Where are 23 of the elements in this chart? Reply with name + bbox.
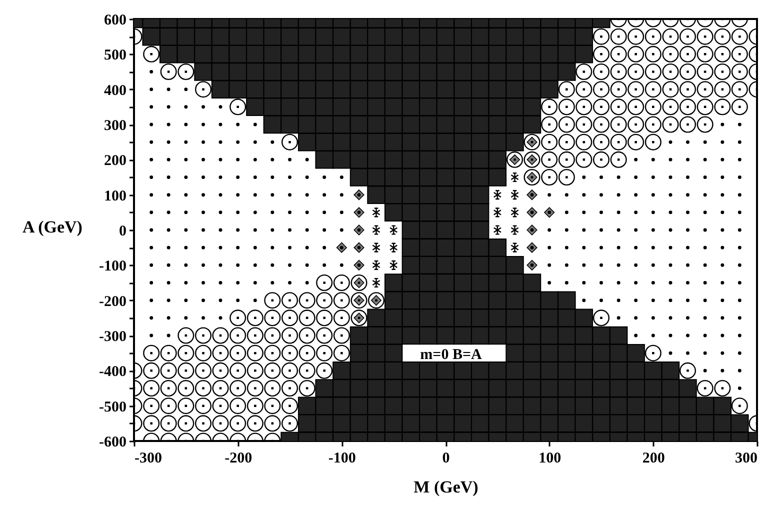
y-tick-label: -100 <box>99 258 126 275</box>
x-tick-label: 200 <box>642 450 665 466</box>
x-tick-label: 100 <box>538 450 562 466</box>
y-tick-label: -300 <box>99 329 126 345</box>
y-tick-label: 400 <box>104 82 126 99</box>
x-tick-label: -100 <box>328 450 356 466</box>
y-tick-label: 0 <box>119 224 126 240</box>
x-tick-label: -300 <box>134 450 162 466</box>
y-axis-title: A (GeV) <box>22 218 82 236</box>
y-tick-label: -200 <box>99 294 126 310</box>
y-tick-label: 200 <box>104 153 126 170</box>
x-tick-label: 0 <box>442 450 450 466</box>
y-tick-label: 500 <box>104 48 126 64</box>
y-tick-label: -400 <box>99 364 126 380</box>
y-tick-label: 300 <box>104 118 126 134</box>
y-tick-label: -500 <box>99 399 126 416</box>
x-tick-label: 300 <box>735 450 758 466</box>
x-tick-label: -200 <box>224 450 252 466</box>
x-axis-title: M (GeV) <box>414 478 478 496</box>
y-tick-label: 100 <box>104 188 126 204</box>
y-tick-label: -600 <box>99 434 126 450</box>
annotation: m=0 B=A <box>420 347 482 363</box>
y-tick-label: 600 <box>104 12 126 28</box>
